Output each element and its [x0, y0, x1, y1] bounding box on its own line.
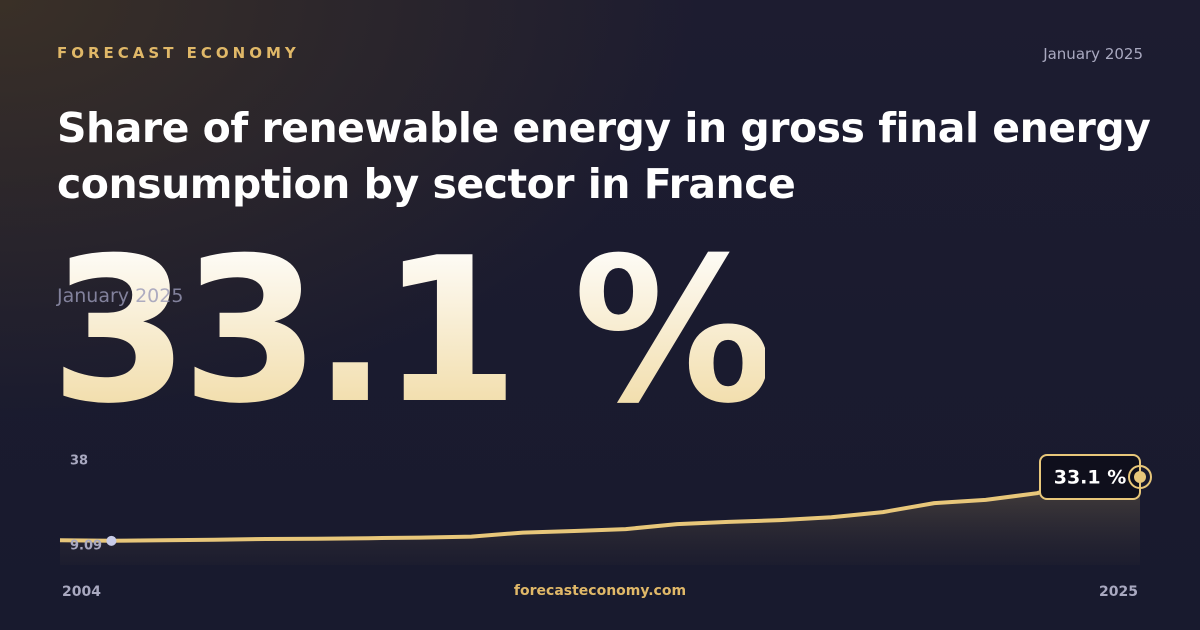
end-halo [1128, 465, 1152, 490]
area [60, 477, 1140, 565]
value-label: 9.09 [70, 538, 102, 553]
footer: forecasteconomy.com [513, 583, 687, 599]
title: Share of renewable energy in gross final… [57, 104, 1151, 208]
end-dot [1134, 471, 1146, 484]
value-label: 33.1 % [1054, 467, 1127, 489]
date: January 2025 [1043, 45, 1143, 63]
line [59, 475, 1141, 543]
brand: FORECAST ECONOMY [57, 44, 300, 62]
min-dot [106, 535, 117, 546]
x-tick-label: 2004 [62, 584, 101, 600]
x-tick-label: 2025 [1099, 584, 1138, 600]
headline-value: 33.1 % [50, 215, 773, 448]
y-tick-label: 38 [70, 454, 88, 469]
headline-date: January 2025 [57, 285, 184, 307]
